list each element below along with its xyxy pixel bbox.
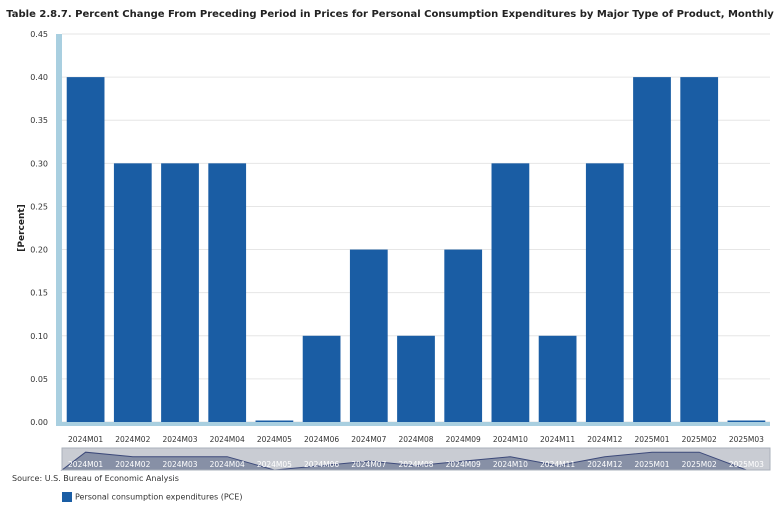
legend-swatch [62, 492, 72, 502]
navigator-tick-label: 2024M05 [257, 460, 292, 469]
navigator-tick-label: 2024M06 [304, 460, 339, 469]
bar-2024M05[interactable] [255, 420, 294, 423]
navigator-window[interactable] [61, 447, 771, 471]
x-axis-baseline [56, 422, 770, 426]
x-tick-label: 2024M05 [257, 435, 292, 444]
bar-2024M10[interactable] [491, 163, 530, 423]
y-tick-label: 0.40 [30, 73, 48, 82]
x-tick-label: 2024M02 [115, 435, 150, 444]
navigator-tick-label: 2024M09 [446, 460, 481, 469]
y-tick-label: 0.10 [30, 332, 48, 341]
x-tick-label: 2024M07 [351, 435, 386, 444]
navigator-tick-label: 2024M02 [115, 460, 150, 469]
x-tick-label: 2024M11 [540, 435, 575, 444]
navigator-tick-label: 2024M04 [210, 460, 245, 469]
x-tick-label: 2024M04 [210, 435, 245, 444]
navigator-tick-label: 2024M08 [398, 460, 433, 469]
x-tick-label: 2024M08 [398, 435, 433, 444]
y-tick-label: 0.05 [30, 375, 48, 384]
x-tick-label: 2024M03 [162, 435, 197, 444]
bar-2024M01[interactable] [66, 77, 105, 422]
x-tick-label: 2024M01 [68, 435, 103, 444]
bar-2025M02[interactable] [680, 77, 719, 422]
bar-2025M01[interactable] [633, 77, 671, 422]
navigator-tick-label: 2024M07 [351, 460, 386, 469]
navigator-tick-label: 2024M01 [68, 460, 103, 469]
y-tick-label: 0.20 [30, 246, 48, 255]
navigator-tick-label: 2024M11 [540, 460, 575, 469]
bar-2024M06[interactable] [302, 335, 341, 422]
bar-2024M02[interactable] [113, 163, 152, 423]
navigator-tick-label: 2024M03 [162, 460, 197, 469]
source-note: Source: U.S. Bureau of Economic Analysis [12, 474, 179, 483]
y-tick-label: 0.30 [30, 159, 48, 168]
bar-2024M11[interactable] [538, 335, 577, 422]
bar-2024M07[interactable] [349, 249, 388, 422]
y-tick-label: 0.45 [30, 30, 48, 39]
bar-2024M12[interactable] [585, 163, 624, 423]
x-tick-label: 2024M10 [493, 435, 528, 444]
bar-2024M03[interactable] [161, 163, 199, 423]
navigator-tick-label: 2025M03 [729, 460, 764, 469]
navigator-tick-label: 2025M02 [682, 460, 717, 469]
bar-2024M04[interactable] [208, 163, 247, 423]
bar-2024M08[interactable] [397, 335, 435, 422]
navigator-series [60, 451, 770, 471]
y-tick-label: 0.25 [30, 202, 48, 211]
navigator-tick-label: 2025M01 [634, 460, 669, 469]
chart-title: Table 2.8.7. Percent Change From Precedi… [6, 9, 774, 20]
x-tick-label: 2024M06 [304, 435, 339, 444]
x-tick-label: 2024M12 [587, 435, 622, 444]
y-axis-label: [Percent] [17, 204, 27, 252]
x-tick-label: 2025M02 [682, 435, 717, 444]
bar-2025M03[interactable] [727, 420, 766, 423]
y-tick-label: 0.15 [30, 289, 48, 298]
legend-label: Personal consumption expenditures (PCE) [75, 492, 243, 502]
y-tick-label: 0.00 [30, 418, 48, 427]
legend[interactable]: Personal consumption expenditures (PCE) [62, 492, 242, 502]
x-tick-label: 2024M09 [446, 435, 481, 444]
y-axis-bar [56, 34, 62, 426]
x-tick-label: 2025M01 [634, 435, 669, 444]
bar-2024M09[interactable] [444, 249, 483, 422]
x-tick-label: 2025M03 [729, 435, 764, 444]
navigator-tick-label: 2024M10 [493, 460, 528, 469]
navigator-tick-label: 2024M12 [587, 460, 622, 469]
y-tick-label: 0.35 [30, 116, 48, 125]
